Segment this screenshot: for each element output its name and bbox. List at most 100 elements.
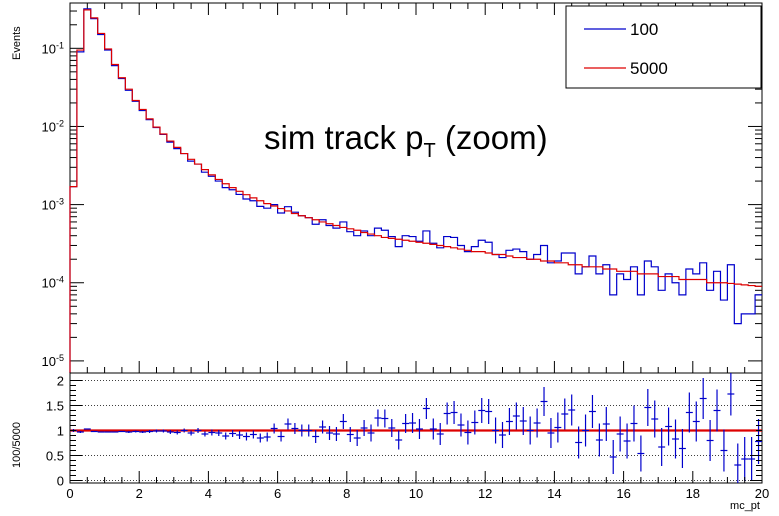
ratio-point (512, 402, 520, 430)
ratio-point (374, 409, 382, 427)
ratio-point (630, 405, 638, 442)
ratio-point (443, 402, 451, 425)
ratio-point (526, 416, 534, 445)
ratio-y-tick-label: 0 (57, 474, 64, 489)
series-5000-histogram (69, 9, 762, 373)
y-tick-label-5: 10-5 (42, 353, 64, 369)
ratio-point (554, 412, 562, 443)
y-tick-exp: -4 (56, 275, 64, 285)
ratio-point (319, 420, 327, 434)
ratio-point (637, 435, 645, 472)
ratio-point (505, 408, 513, 435)
ratio-point (153, 429, 160, 433)
ratio-point (644, 389, 652, 426)
ratio-point (540, 387, 548, 416)
ratio-point (450, 401, 458, 424)
x-tick-labels: 0 2 4 6 8 10 12 14 16 18 20 (66, 486, 769, 501)
ratio-point (249, 430, 257, 439)
ratio-point (256, 433, 264, 443)
ratio-point (478, 398, 486, 423)
ratio-point (90, 430, 98, 433)
ratio-point (215, 430, 223, 436)
ratio-point (429, 418, 437, 440)
ratio-point (741, 437, 749, 481)
ratio-point (83, 428, 91, 430)
x-tick-label: 20 (755, 486, 769, 501)
y-tick-exp: -1 (56, 40, 64, 50)
ratio-point (720, 429, 728, 472)
legend: 100 5000 (565, 5, 762, 89)
ratio-point (409, 413, 416, 433)
ratio-point (263, 432, 271, 442)
ratio-point (346, 427, 354, 442)
ratio-point (194, 428, 202, 433)
y-tick-base: 10 (42, 119, 56, 134)
ratio-y-tick-label: 1 (57, 424, 64, 439)
ratio-point (595, 423, 603, 457)
ratio-y-tick-labels: 0 0.5 1 1.5 2 (46, 374, 64, 489)
ratio-point (672, 419, 679, 459)
ratio-point (457, 413, 465, 437)
ratio-point (616, 416, 624, 452)
y-tick-exp: -3 (56, 197, 64, 207)
ratio-point (360, 420, 368, 436)
x-tick-label: 0 (66, 486, 73, 501)
x-tick-label: 18 (686, 486, 700, 501)
ratio-point (298, 424, 306, 437)
ratio-point (692, 401, 700, 442)
ratio-point (582, 414, 589, 447)
ratio-point (132, 430, 140, 433)
ratio-point (706, 420, 714, 461)
ratio-point (125, 431, 133, 433)
ratio-point (464, 420, 472, 445)
ratio-point (277, 431, 285, 442)
x-axis-title: mc_pt (730, 500, 760, 512)
annotation-text: sim track p (264, 119, 424, 156)
ratio-point (326, 426, 333, 440)
ratio-point (561, 398, 569, 430)
ratio-point (291, 423, 299, 434)
ratio-point (208, 429, 216, 436)
ratio-point (159, 429, 167, 433)
ratio-point (658, 428, 666, 466)
x-tick-label: 2 (136, 486, 143, 501)
y-tick-base: 10 (42, 276, 56, 291)
ratio-point (339, 414, 347, 429)
ratio-point (678, 429, 686, 468)
y-tick-label-2: 10-2 (42, 118, 64, 134)
ratio-point (416, 419, 423, 439)
ratio-point (727, 373, 735, 416)
x-tick-label: 4 (205, 486, 212, 501)
y-tick-label-3: 10-3 (42, 197, 64, 213)
ratio-point (748, 437, 756, 481)
ratio-point (575, 426, 583, 459)
ratio-point (395, 430, 403, 450)
ratio-point (533, 408, 541, 438)
ratio-point (485, 399, 493, 424)
ratio-point (180, 428, 188, 433)
x-tick-label: 14 (547, 486, 561, 501)
x-tick-label: 6 (274, 486, 281, 501)
ratio-point (76, 431, 84, 433)
ratio-point (685, 392, 693, 433)
ratio-point (602, 407, 610, 441)
ratio-point (229, 430, 237, 437)
ratio-point (139, 431, 147, 433)
ratio-point (284, 418, 292, 430)
ratio-point (187, 430, 195, 436)
ratio-point (492, 417, 500, 444)
ratio-point (173, 430, 181, 435)
ratio-y-tick-label: 1.5 (46, 399, 64, 414)
ratio-point (305, 424, 313, 437)
y-axis-title: Events (11, 26, 23, 60)
x-tick-label: 12 (478, 486, 492, 501)
ratio-y-tick-label: 2 (57, 374, 64, 389)
ratio-point (665, 407, 673, 446)
ratio-point (111, 431, 119, 433)
ratio-plot-frame (69, 372, 763, 484)
ratio-point (609, 440, 617, 474)
ratio-point (222, 432, 230, 440)
ratio-point (146, 430, 154, 433)
ratio-point (519, 407, 527, 435)
series-5000-line (69, 9, 762, 373)
